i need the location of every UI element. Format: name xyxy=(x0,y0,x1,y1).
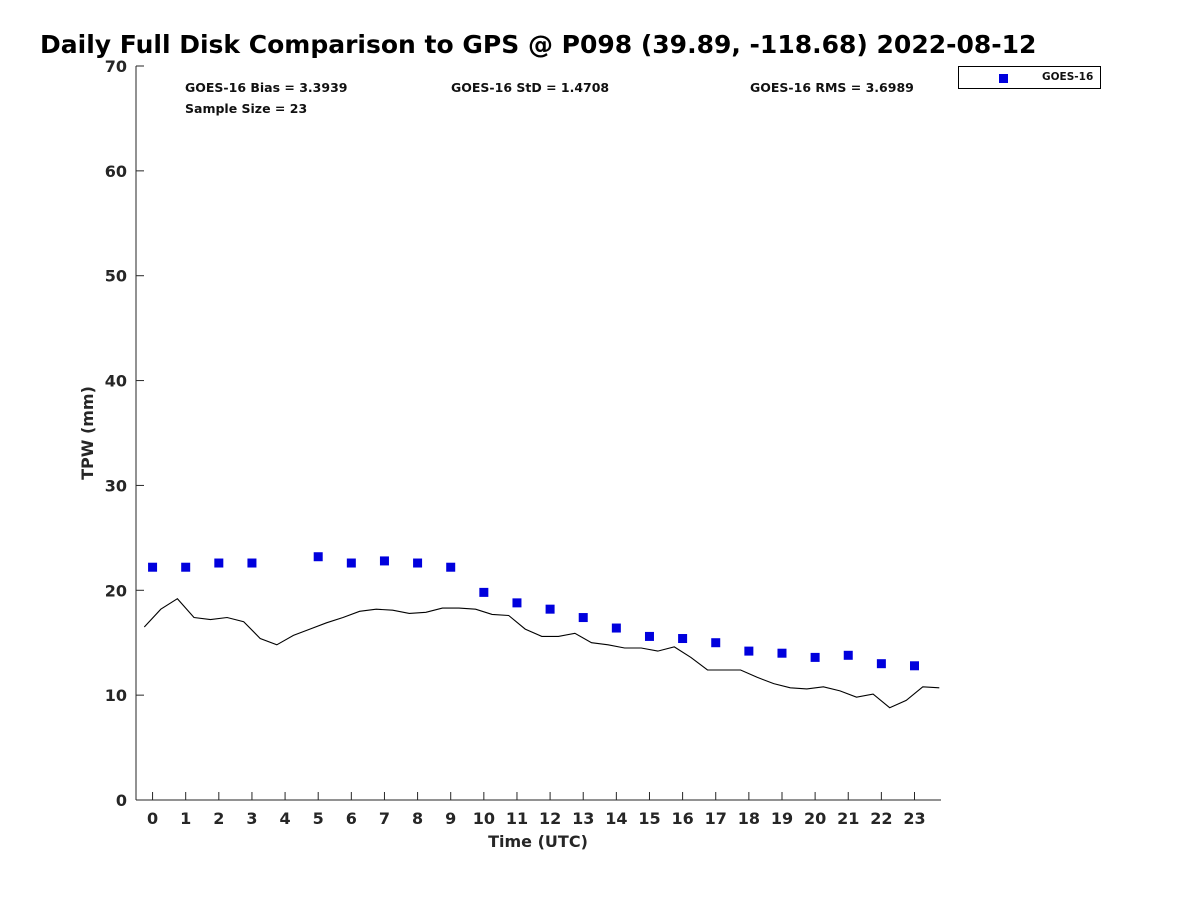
goes16-point xyxy=(413,558,423,568)
goes16-point xyxy=(644,631,654,641)
goes16-point xyxy=(181,562,191,572)
x-tick-label: 3 xyxy=(246,809,257,828)
y-tick-label: 30 xyxy=(105,476,127,495)
bias-stat: GOES-16 Bias = 3.3939 xyxy=(185,80,348,95)
goes16-point xyxy=(512,598,522,608)
legend-label: GOES-16 xyxy=(1042,71,1094,83)
x-tick-label: 13 xyxy=(572,809,594,828)
x-tick-label: 15 xyxy=(638,809,660,828)
goes16-point xyxy=(611,623,621,633)
x-tick-label: 8 xyxy=(412,809,423,828)
x-tick-label: 5 xyxy=(313,809,324,828)
x-tick-label: 6 xyxy=(346,809,357,828)
sample-size-stat: Sample Size = 23 xyxy=(185,101,308,116)
x-tick-label: 0 xyxy=(147,809,158,828)
x-tick-label: 12 xyxy=(539,809,561,828)
goes16-point xyxy=(346,558,356,568)
x-tick-label: 2 xyxy=(213,809,224,828)
goes16-point xyxy=(744,646,754,656)
goes16-point xyxy=(843,650,853,660)
y-tick-label: 50 xyxy=(105,267,127,286)
legend: GOES-16 xyxy=(958,66,1101,89)
y-tick-label: 60 xyxy=(105,162,127,181)
goes16-point xyxy=(479,587,489,597)
x-tick-label: 11 xyxy=(506,809,528,828)
goes16-point xyxy=(909,661,919,671)
rms-stat: GOES-16 RMS = 3.6989 xyxy=(750,80,914,95)
x-tick-label: 20 xyxy=(804,809,826,828)
goes16-point xyxy=(810,652,820,662)
x-tick-label: 19 xyxy=(771,809,793,828)
x-tick-label: 17 xyxy=(705,809,727,828)
x-tick-label: 23 xyxy=(903,809,925,828)
x-tick-label: 18 xyxy=(738,809,760,828)
x-tick-label: 7 xyxy=(379,809,390,828)
x-tick-label: 1 xyxy=(180,809,191,828)
x-tick-label: 10 xyxy=(473,809,495,828)
goes16-point xyxy=(247,558,257,568)
x-axis-label: Time (UTC) xyxy=(488,832,588,851)
y-tick-label: 40 xyxy=(105,372,127,391)
chart-title: Daily Full Disk Comparison to GPS @ P098… xyxy=(40,30,1037,59)
goes16-point xyxy=(379,556,389,566)
goes16-point xyxy=(678,634,688,644)
goes16-point xyxy=(545,604,555,614)
x-tick-label: 14 xyxy=(605,809,627,828)
x-tick-label: 21 xyxy=(837,809,859,828)
goes16-point xyxy=(313,552,323,562)
x-tick-label: 22 xyxy=(870,809,892,828)
goes16-marker-layer xyxy=(148,552,919,671)
goes16-point xyxy=(876,659,886,669)
std-stat: GOES-16 StD = 1.4708 xyxy=(451,80,610,95)
goes16-point xyxy=(578,613,588,623)
gps-tpw-line xyxy=(143,597,940,709)
y-tick-label: 0 xyxy=(116,791,127,810)
y-tick-label: 20 xyxy=(105,581,127,600)
y-tick-label: 10 xyxy=(105,686,127,705)
goes16-point xyxy=(711,638,721,648)
x-tick-label: 9 xyxy=(445,809,456,828)
goes16-point xyxy=(777,648,787,658)
goes16-point xyxy=(214,558,224,568)
x-tick-label: 4 xyxy=(280,809,291,828)
legend-marker xyxy=(999,74,1008,83)
gps-line-layer xyxy=(143,597,940,709)
goes16-point xyxy=(148,562,158,572)
y-axis-label: TPW (mm) xyxy=(78,386,97,480)
x-tick-label: 16 xyxy=(671,809,693,828)
goes16-point xyxy=(446,562,456,572)
y-tick-label: 70 xyxy=(105,57,127,76)
